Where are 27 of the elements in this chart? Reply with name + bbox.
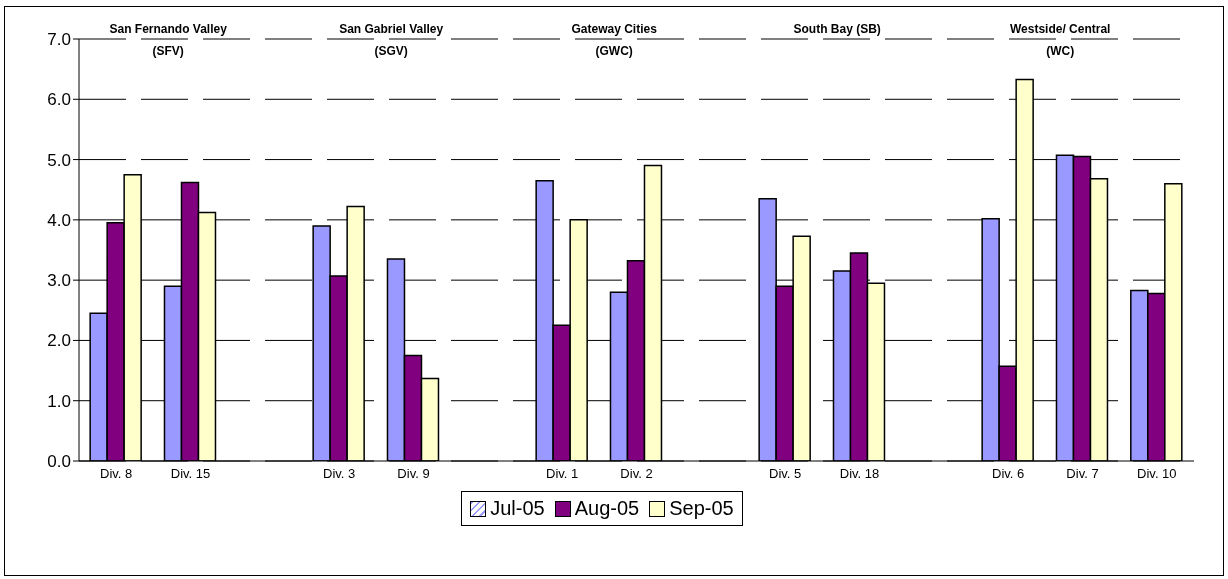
x-tick-label: Div. 8 [100,466,133,482]
y-tick-label: 2.0 [47,331,71,351]
annotation: Gateway Cities (GWC) [570,21,658,60]
annotation: San Fernando Valley (SFV) [109,22,227,58]
x-tick-label: Div. 5 [769,466,802,482]
legend-label: Jul-05 [490,497,545,520]
legend-label: Aug-05 [574,497,640,520]
x-tick-label: Div. 18 [839,466,880,482]
annotation: San Gabriel Valley (SGV) [338,21,445,60]
x-tick-label: Div. 1 [546,466,579,482]
x-tick-label: Div. 9 [397,466,430,482]
x-tick-label: Div. 3 [323,466,356,482]
y-tick-label: 1.0 [47,391,71,411]
x-tick-label: Div. 7 [1066,466,1099,482]
x-tick-label: Div. 2 [620,466,653,482]
y-tick-label: 6.0 [47,90,71,110]
annotation: Westside/ Central (WC) [1008,21,1112,60]
y-tick-label: 4.0 [47,210,71,230]
x-tick-label: Div. 6 [992,466,1025,482]
x-tick-label: Div. 10 [1137,466,1177,482]
y-tick-label: 5.0 [47,150,71,170]
y-tick-label: 7.0 [47,30,71,50]
y-tick-label: 3.0 [47,271,71,291]
y-tick-label: 0.0 [47,452,71,472]
text: South Bay (SB) [792,21,882,38]
legend-label: Sep-05 [669,497,734,520]
x-tick-label: Div. 15 [170,466,211,482]
